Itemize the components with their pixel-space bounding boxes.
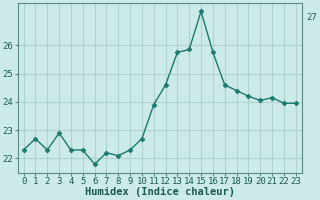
X-axis label: Humidex (Indice chaleur): Humidex (Indice chaleur) <box>85 187 235 197</box>
